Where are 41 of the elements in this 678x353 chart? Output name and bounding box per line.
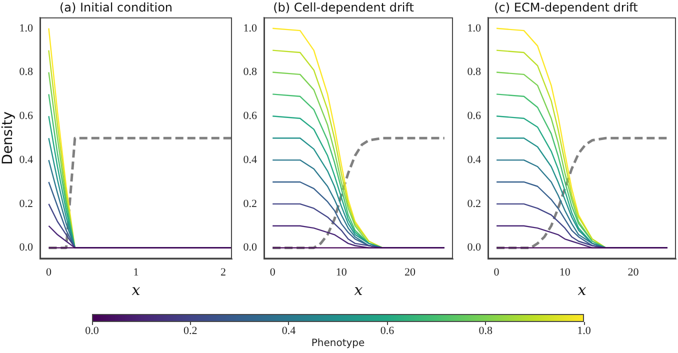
x-tick-label: 10 [336, 266, 348, 278]
y-tick-label: 0.8 [243, 66, 258, 78]
x-tick-label: 20 [404, 266, 416, 278]
y-tick-label: 0.6 [19, 110, 34, 122]
x-axis-title: x [354, 280, 364, 299]
y-tick-label: 0.4 [467, 154, 482, 166]
x-tick-label: 10 [559, 266, 571, 278]
y-tick-label: 0.0 [467, 242, 482, 254]
y-tick-label: 0.2 [19, 198, 33, 210]
x-axis-title: x [132, 280, 141, 299]
color-bar-label: 0.8 [478, 325, 492, 337]
chart-title: (a) Initial condition [59, 0, 173, 14]
x-tick-label: 0 [494, 266, 500, 278]
y-tick-label: 0.8 [19, 66, 34, 78]
color-bar-label: 0.4 [282, 325, 296, 337]
y-tick-label: 0.0 [19, 242, 34, 254]
y-tick-label: 0.4 [19, 154, 34, 166]
chart-title: (b) Cell-dependent drift [273, 0, 414, 14]
y-tick-label: 1.0 [19, 22, 34, 34]
color-bar-label: 0.6 [380, 325, 394, 337]
x-axis-title: x [578, 280, 587, 299]
y-tick-label: 0.2 [243, 198, 257, 210]
chart-title: (c) ECM-dependent drift [494, 0, 638, 14]
x-tick-label: 20 [628, 266, 640, 278]
y-tick-label: 0.0 [243, 242, 258, 254]
x-tick-label: 0 [46, 266, 52, 278]
y-tick-label: 0.6 [243, 110, 258, 122]
color-bar-label: 0.0 [85, 325, 99, 337]
x-tick-label: 0 [270, 266, 276, 278]
y-tick-label: 1.0 [243, 22, 258, 34]
y-tick-label: 1.0 [467, 22, 482, 34]
x-tick-label: 1 [133, 266, 139, 278]
y-tick-label: 0.8 [467, 66, 482, 78]
color-bar-label: 0.2 [184, 325, 198, 337]
y-tick-label: 0.6 [467, 110, 482, 122]
y-tick-label: 0.2 [467, 198, 481, 210]
y-tick-label: 0.4 [243, 154, 258, 166]
color-bar-title: Phenotype [311, 338, 365, 349]
color-bar-label: 1.0 [577, 325, 591, 337]
y-axis-title: Density [0, 111, 16, 165]
x-tick-label: 2 [220, 266, 226, 278]
